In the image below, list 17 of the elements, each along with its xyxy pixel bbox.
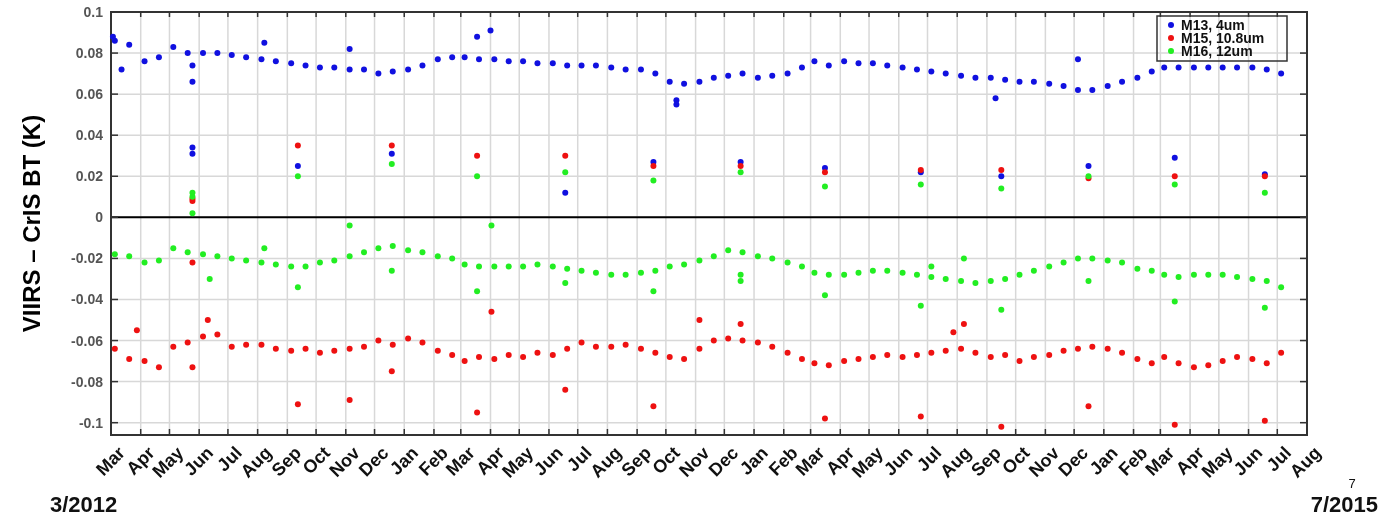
text: 3/2012 [50, 492, 118, 517]
y-tick-label: 0 [95, 209, 104, 226]
y-tick-label: 0.02 [75, 168, 104, 185]
y-axis-title: VIIRS – CrIS BT (K) [18, 114, 45, 333]
text: 7/2015 [1310, 492, 1378, 517]
text: 7 [1348, 476, 1356, 491]
x-tick-label: Mar [92, 442, 129, 480]
y-tick-label: 0.06 [75, 86, 104, 103]
y-tick-label: -0.06 [71, 332, 104, 349]
y-tick-label: -0.08 [71, 373, 104, 390]
y-tick-label: -0.02 [71, 250, 104, 267]
y-tick-label: -0.1 [78, 414, 104, 431]
legend-label: M13, 4um [1181, 17, 1245, 33]
y-tick-label: 0.1 [83, 4, 104, 20]
y-tick-label: 0.04 [75, 127, 104, 144]
y-tick-label: -0.04 [71, 291, 104, 308]
y-tick-label: 0.08 [75, 45, 104, 62]
